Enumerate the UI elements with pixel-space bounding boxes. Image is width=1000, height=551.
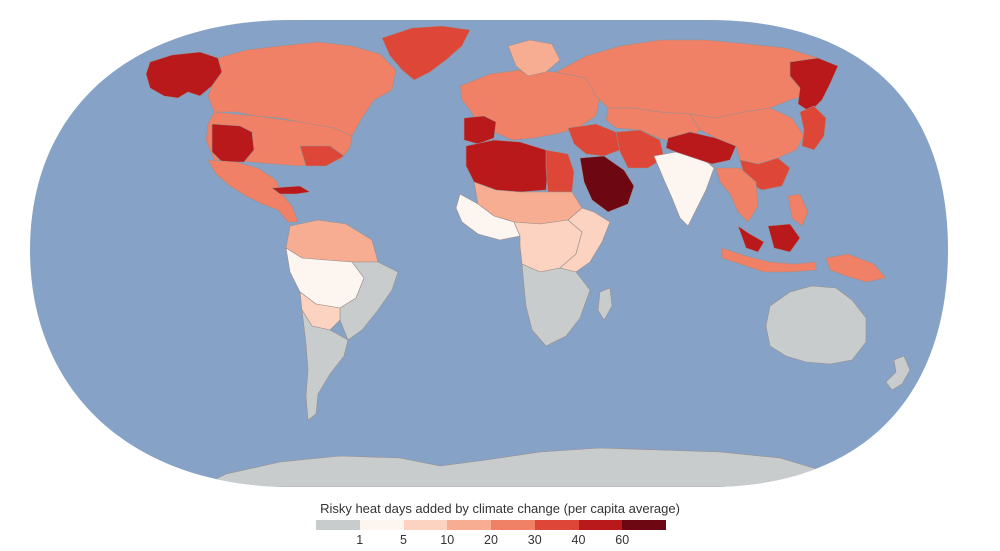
legend-tick-label: 10 xyxy=(440,533,455,547)
region-southeast-asia xyxy=(715,167,759,223)
region-east-africa xyxy=(559,207,611,273)
region-alaska xyxy=(145,51,223,99)
region-iberia xyxy=(463,115,497,145)
legend-color-scale xyxy=(316,520,666,530)
legend-swatch-5-10 xyxy=(403,520,448,530)
legend: Risky heat days added by climate change … xyxy=(0,497,1000,551)
legend-tick-label: 60 xyxy=(615,533,630,547)
region-greenland xyxy=(381,25,471,81)
region-mexico-central-america xyxy=(207,159,299,223)
region-west-africa xyxy=(455,193,521,241)
region-new-zealand xyxy=(885,355,911,391)
region-usa-southeast xyxy=(299,145,345,167)
region-madagascar xyxy=(597,287,613,321)
legend-swatch-40-60 xyxy=(578,520,623,530)
region-himalaya xyxy=(665,131,737,165)
legend-swatch-20-30 xyxy=(491,520,535,530)
region-scandinavia xyxy=(507,39,561,77)
land-layer xyxy=(145,25,911,487)
legend-tick-label: 20 xyxy=(484,533,498,547)
region-brazil-east xyxy=(339,261,399,341)
region-southern-cone xyxy=(301,309,349,421)
region-arabia xyxy=(579,155,635,213)
region-middle-east xyxy=(567,123,621,157)
legend-tick-label: 30 xyxy=(527,533,542,547)
region-russia-far-east xyxy=(789,57,839,113)
legend-tick-label: 1 xyxy=(356,533,364,547)
region-malaysia-borneo xyxy=(737,223,801,253)
region-indonesia xyxy=(721,247,817,273)
legend-title: Risky heat days added by climate change … xyxy=(320,501,680,516)
region-north-africa xyxy=(465,139,549,193)
legend-tick-label: 5 xyxy=(400,533,407,547)
region-usa-southwest xyxy=(211,123,255,163)
legend-swatch-30-40 xyxy=(534,520,579,530)
region-southern-africa xyxy=(521,263,591,347)
region-japan-korea xyxy=(799,105,827,151)
legend-swatch-0-1 xyxy=(316,520,360,530)
region-china xyxy=(689,107,805,165)
region-new-guinea xyxy=(825,253,887,283)
legend-swatch-10-20 xyxy=(447,520,491,530)
legend-tick-label: 40 xyxy=(571,533,586,547)
region-cuba xyxy=(271,185,311,195)
region-philippines xyxy=(787,193,809,227)
legend-swatch-1-5 xyxy=(359,520,404,530)
region-australia xyxy=(765,285,867,365)
legend-swatch-60+ xyxy=(622,520,666,530)
world-map xyxy=(30,20,948,487)
